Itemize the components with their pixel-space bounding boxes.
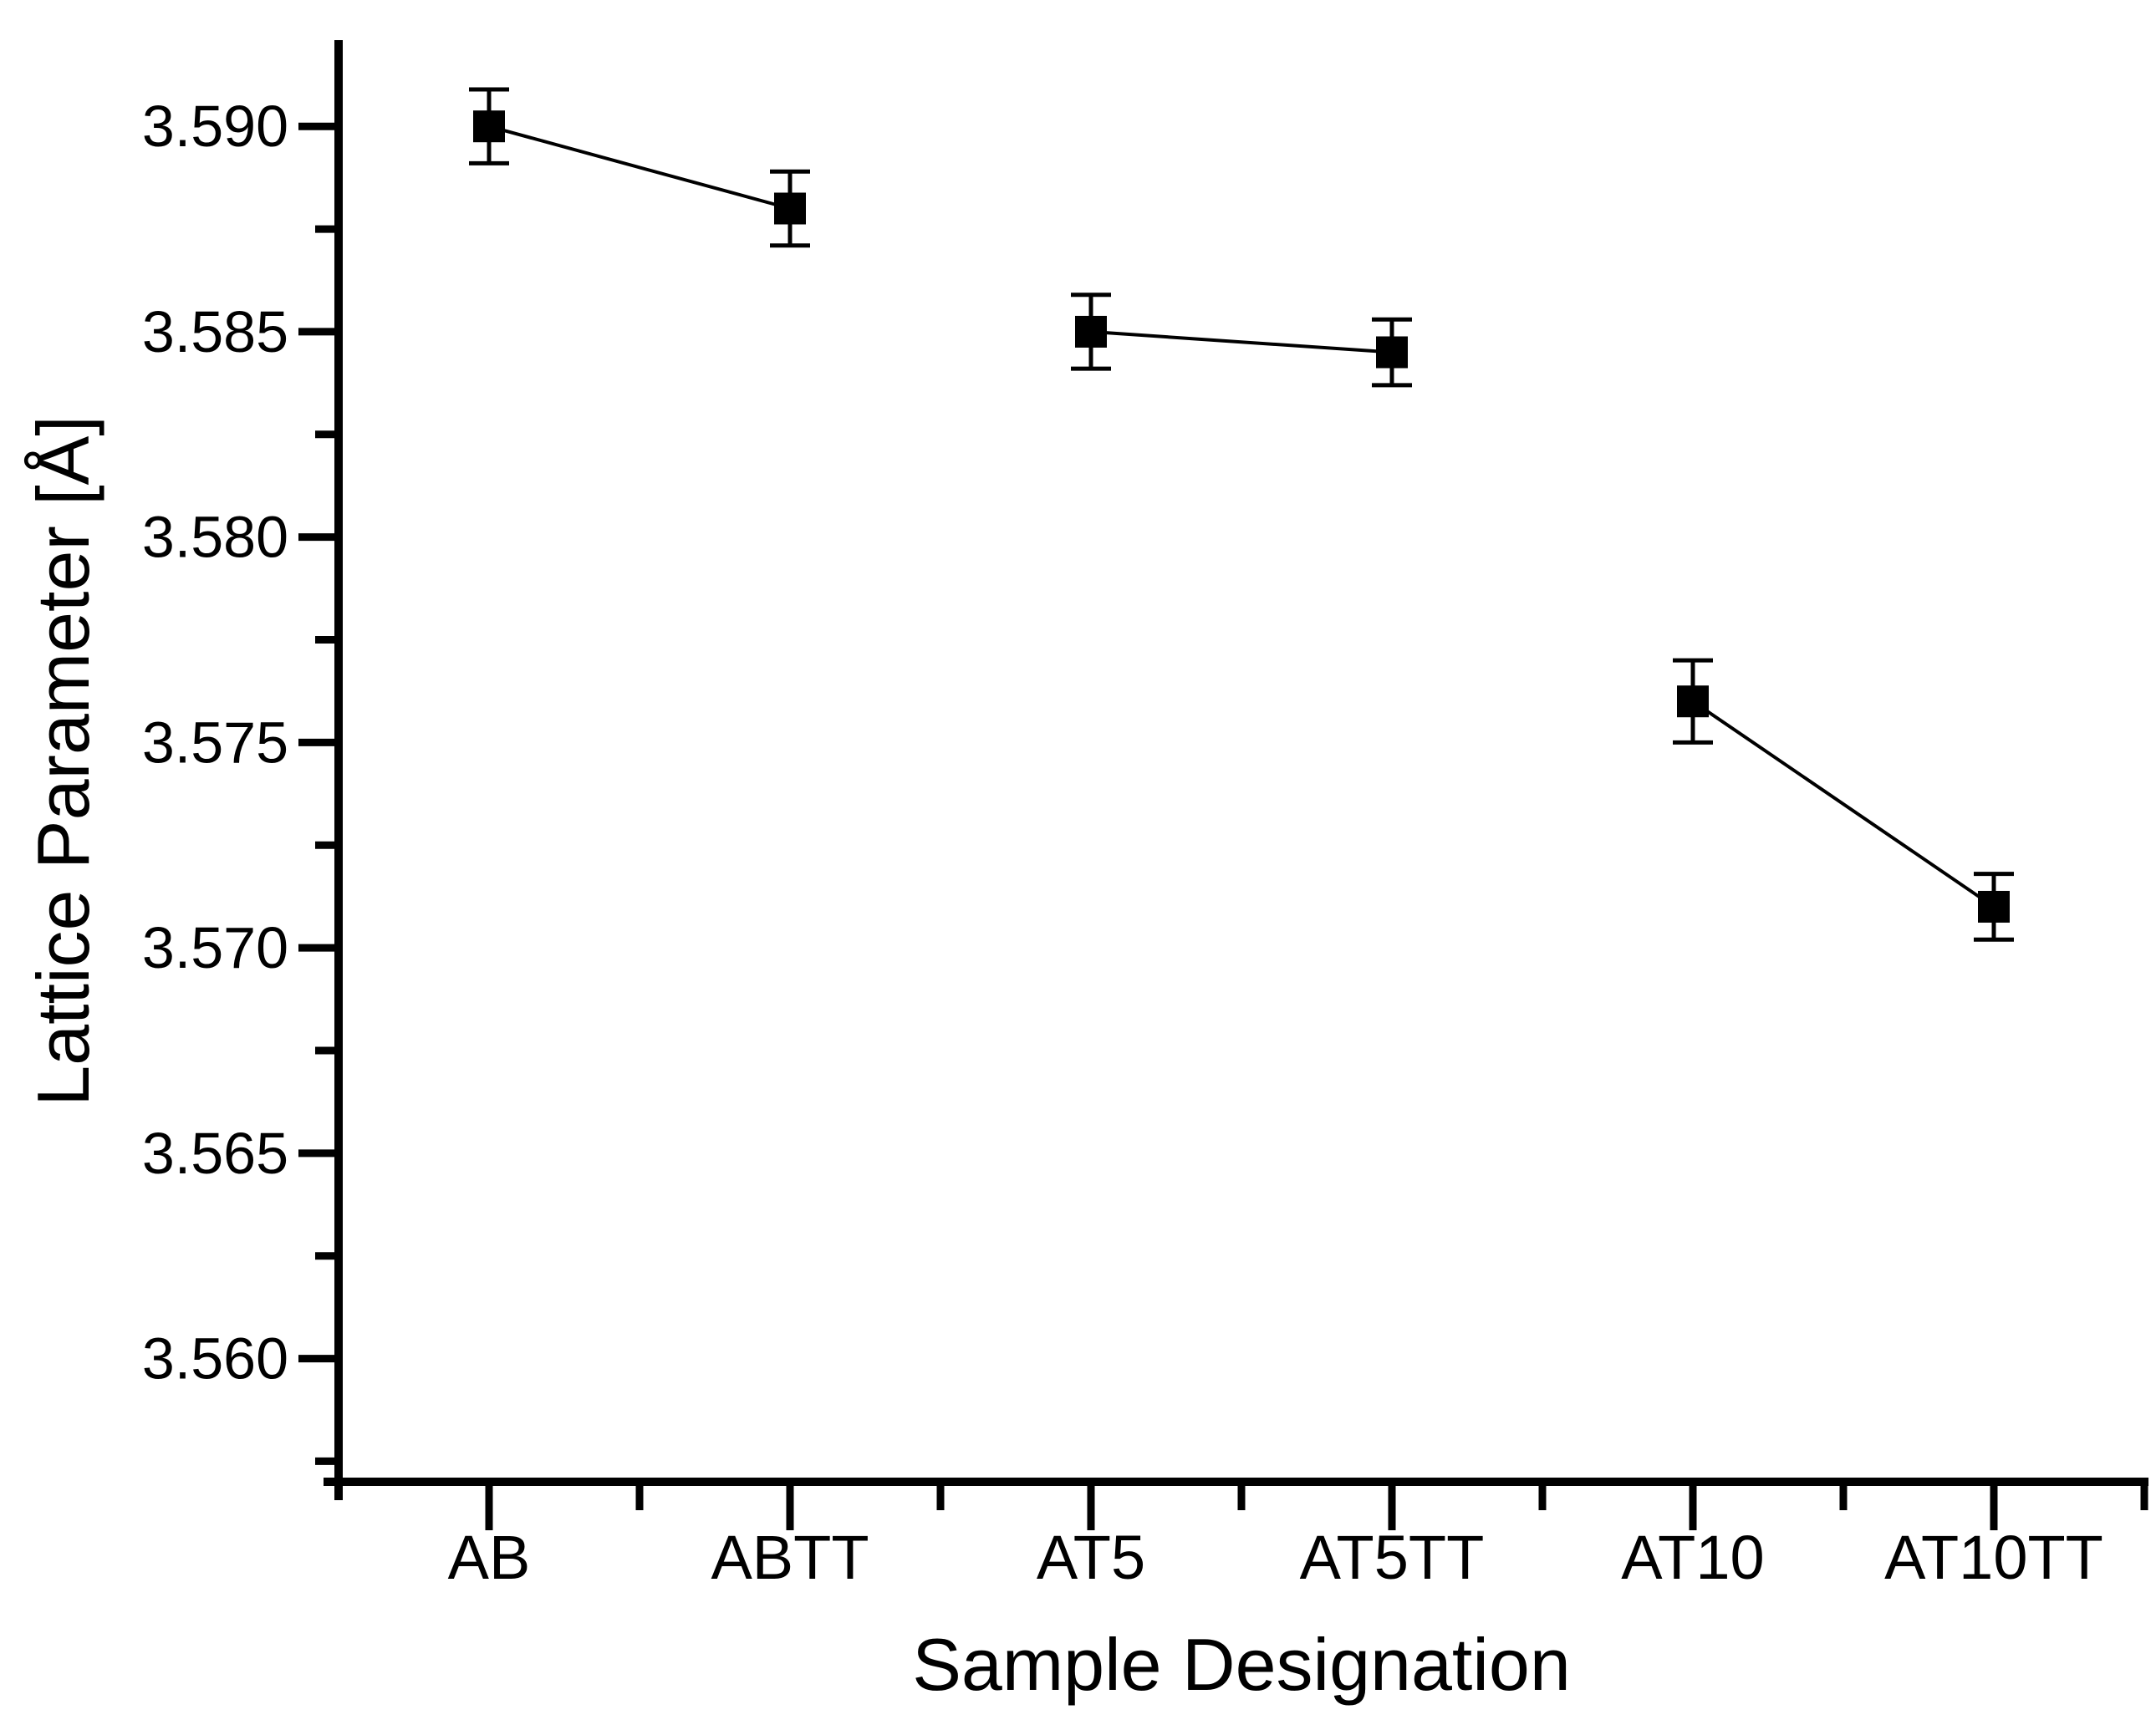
y-tick-label: 3.560 [142,1326,288,1392]
data-point-marker [1978,890,2010,923]
data-segment [1090,329,1393,354]
y-tick-label: 3.580 [142,505,288,570]
y-tick-label: 3.585 [142,299,288,364]
y-tick-label: 3.565 [142,1121,288,1186]
x-category-label: AT10TT [1884,1523,2103,1592]
data-point-marker [473,110,505,143]
data-point-marker [1376,336,1408,369]
data-point-marker [1677,685,1709,718]
x-axis-title: Sample Designation [912,1623,1571,1706]
y-axis-title: Lattice Parameter [Å] [22,415,104,1107]
data-point-marker [774,192,806,225]
y-tick-label: 3.590 [142,94,288,159]
x-category-label: AT5TT [1300,1523,1485,1592]
data-point-marker [1075,315,1107,348]
x-category-label: AT5 [1037,1523,1145,1592]
data-segment [488,125,791,211]
data-segment [1691,700,1995,908]
y-tick-label: 3.575 [142,710,288,775]
x-category-label: ABTT [711,1523,869,1592]
y-tick-label: 3.570 [142,915,288,980]
x-category-label: AB [448,1523,531,1592]
x-category-label: AT10 [1621,1523,1764,1592]
